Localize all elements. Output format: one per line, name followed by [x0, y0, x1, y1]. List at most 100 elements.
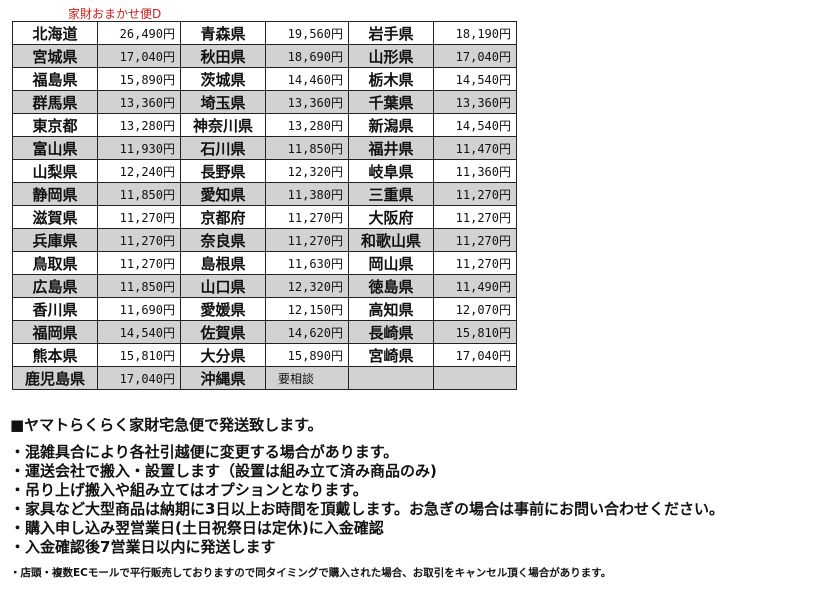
prefecture-cell: 静岡県: [12, 182, 98, 206]
price-cell: 13,360円: [265, 90, 349, 114]
price-cell: 17,040円: [433, 343, 517, 367]
prefecture-cell: 青森県: [180, 21, 266, 45]
price-cell: [433, 366, 517, 390]
prefecture-cell: 秋田県: [180, 44, 266, 68]
price-cell: 要相談: [265, 366, 349, 390]
prefecture-cell: 新潟県: [348, 113, 434, 137]
prefecture-cell: 福井県: [348, 136, 434, 160]
prefecture-cell: 徳島県: [348, 274, 434, 298]
note-item: ・入金確認後7営業日以内に発送します: [10, 538, 276, 556]
price-cell: 12,320円: [265, 274, 349, 298]
prefecture-cell: 愛知県: [180, 182, 266, 206]
table-row: 滋賀県 11,270円 京都府 11,270円 大阪府 11,270円: [12, 205, 517, 229]
prefecture-cell: 沖縄県: [180, 366, 266, 390]
price-cell: 11,270円: [433, 251, 517, 275]
table-row: 富山県 11,930円 石川県 11,850円 福井県 11,470円: [12, 136, 517, 160]
price-cell: 13,360円: [97, 90, 181, 114]
note-item: ・購入申し込み翌営業日(土日祝祭日は定休)に入金確認: [10, 519, 384, 537]
table-row: 宮城県 17,040円 秋田県 18,690円 山形県 17,040円: [12, 44, 517, 68]
prefecture-cell: 福岡県: [12, 320, 98, 344]
notes-heading: ■ヤマトらくらく家財宅急便で発送致します。: [10, 416, 323, 434]
price-cell: 17,040円: [97, 366, 181, 390]
prefecture-cell: 和歌山県: [348, 228, 434, 252]
price-cell: 11,850円: [97, 182, 181, 206]
prefecture-cell: 富山県: [12, 136, 98, 160]
note-item: ・吊り上げ搬入や組み立てはオプションとなります。: [10, 481, 368, 499]
price-cell: 11,930円: [97, 136, 181, 160]
price-cell: 26,490円: [97, 21, 181, 45]
table-row: 香川県 11,690円 愛媛県 12,150円 高知県 12,070円: [12, 297, 517, 321]
table-title: 家財おまかせ便D: [68, 7, 162, 21]
prefecture-cell: 長崎県: [348, 320, 434, 344]
prefecture-cell: 高知県: [348, 297, 434, 321]
prefecture-cell: 香川県: [12, 297, 98, 321]
price-cell: 14,540円: [97, 320, 181, 344]
prefecture-cell: 石川県: [180, 136, 266, 160]
table-row: 北海道 26,490円 青森県 19,560円 岩手県 18,190円: [12, 21, 517, 45]
price-cell: 13,360円: [433, 90, 517, 114]
price-cell: 18,690円: [265, 44, 349, 68]
price-cell: 13,280円: [265, 113, 349, 137]
price-cell: 11,270円: [97, 251, 181, 275]
price-cell: 14,540円: [433, 113, 517, 137]
price-cell: 11,270円: [97, 228, 181, 252]
prefecture-cell: 北海道: [12, 21, 98, 45]
prefecture-cell: 大分県: [180, 343, 266, 367]
prefecture-cell: 熊本県: [12, 343, 98, 367]
table-row: 広島県 11,850円 山口県 12,320円 徳島県 11,490円: [12, 274, 517, 298]
price-cell: 12,240円: [97, 159, 181, 183]
price-cell: 15,890円: [97, 67, 181, 91]
prefecture-cell: 鹿児島県: [12, 366, 98, 390]
prefecture-cell: 福島県: [12, 67, 98, 91]
prefecture-cell: 奈良県: [180, 228, 266, 252]
table-row: 熊本県 15,810円 大分県 15,890円 宮崎県 17,040円: [12, 343, 517, 367]
note-item: ・家具など大型商品は納期に3日以上お時間を頂戴します。お急ぎの場合は事前にお問い…: [10, 500, 724, 518]
table-row: 福島県 15,890円 茨城県 14,460円 栃木県 14,540円: [12, 67, 517, 91]
note-item: ・運送会社で搬入・設置します（設置は組み立て済み商品のみ): [10, 462, 437, 480]
prefecture-cell: 鳥取県: [12, 251, 98, 275]
table-row: 静岡県 11,850円 愛知県 11,380円 三重県 11,270円: [12, 182, 517, 206]
price-cell: 14,540円: [433, 67, 517, 91]
price-cell: 12,070円: [433, 297, 517, 321]
price-cell: 11,630円: [265, 251, 349, 275]
table-row: 山梨県 12,240円 長野県 12,320円 岐阜県 11,360円: [12, 159, 517, 183]
price-cell: 11,470円: [433, 136, 517, 160]
prefecture-cell: 宮崎県: [348, 343, 434, 367]
prefecture-cell: 宮城県: [12, 44, 98, 68]
prefecture-cell: [348, 366, 434, 390]
price-cell: 15,810円: [433, 320, 517, 344]
price-cell: 11,850円: [97, 274, 181, 298]
prefecture-cell: 千葉県: [348, 90, 434, 114]
price-cell: 18,190円: [433, 21, 517, 45]
prefecture-cell: 島根県: [180, 251, 266, 275]
price-cell: 19,560円: [265, 21, 349, 45]
price-cell: 11,850円: [265, 136, 349, 160]
prefecture-cell: 兵庫県: [12, 228, 98, 252]
price-cell: 11,270円: [265, 205, 349, 229]
table-row: 鳥取県 11,270円 島根県 11,630円 岡山県 11,270円: [12, 251, 517, 275]
price-cell: 11,270円: [433, 228, 517, 252]
price-cell: 14,620円: [265, 320, 349, 344]
notes-footnote: ・店頭・複数ECモールで平行販売しておりますので同タイミングで購入された場合、お…: [10, 567, 612, 579]
prefecture-cell: 岡山県: [348, 251, 434, 275]
price-cell: 15,890円: [265, 343, 349, 367]
prefecture-cell: 神奈川県: [180, 113, 266, 137]
price-cell: 11,270円: [433, 205, 517, 229]
price-cell: 11,360円: [433, 159, 517, 183]
table-row: 東京都 13,280円 神奈川県 13,280円 新潟県 14,540円: [12, 113, 517, 137]
price-cell: 11,380円: [265, 182, 349, 206]
price-cell: 17,040円: [433, 44, 517, 68]
price-cell: 11,490円: [433, 274, 517, 298]
price-cell: 12,320円: [265, 159, 349, 183]
prefecture-cell: 長野県: [180, 159, 266, 183]
shipping-notes: ■ヤマトらくらく家財宅急便で発送致します。 ・混雑具合により各社引越便に変更する…: [10, 414, 724, 580]
table-row: 兵庫県 11,270円 奈良県 11,270円 和歌山県 11,270円: [12, 228, 517, 252]
table-row: 鹿児島県 17,040円 沖縄県 要相談: [12, 366, 517, 390]
prefecture-cell: 岐阜県: [348, 159, 434, 183]
note-item: ・混雑具合により各社引越便に変更する場合があります。: [10, 443, 399, 461]
price-cell: 11,270円: [97, 205, 181, 229]
prefecture-cell: 山形県: [348, 44, 434, 68]
prefecture-cell: 茨城県: [180, 67, 266, 91]
price-cell: 13,280円: [97, 113, 181, 137]
price-cell: 12,150円: [265, 297, 349, 321]
